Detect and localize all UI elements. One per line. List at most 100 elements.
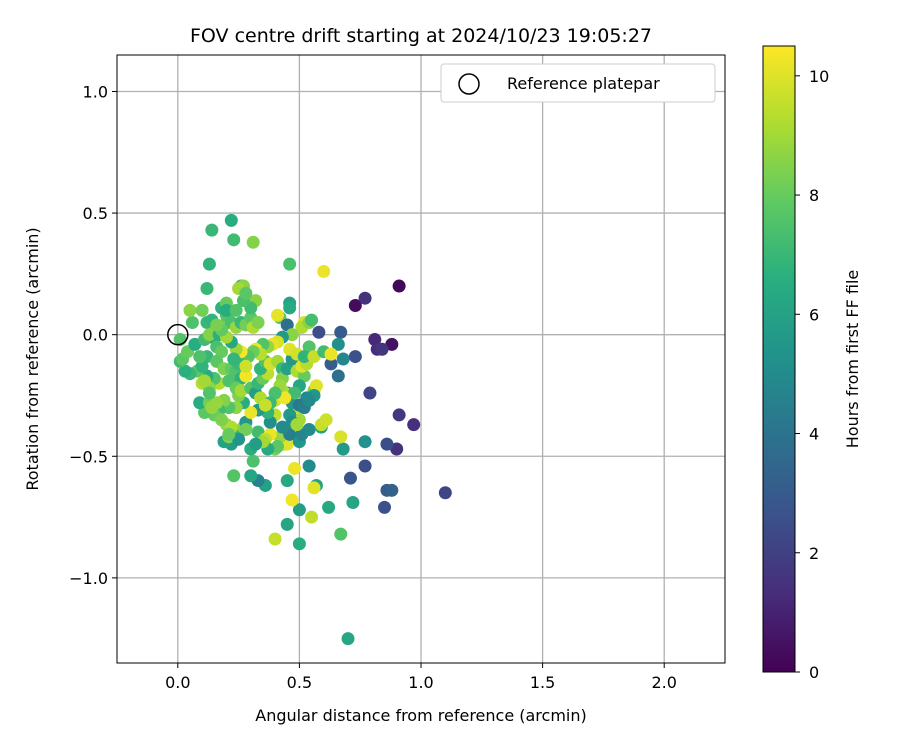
scatter-point [227, 352, 241, 366]
scatter-point [348, 350, 362, 364]
scatter-point [239, 369, 253, 383]
colorbar-tick-label: 8 [809, 186, 819, 205]
scatter-point [285, 493, 299, 507]
scatter-point [285, 328, 299, 342]
scatter-point [334, 527, 348, 541]
scatter-point [331, 369, 345, 383]
legend-label: Reference platepar [507, 74, 660, 93]
scatter-point [346, 495, 360, 509]
scatter-point [378, 500, 392, 514]
chart-title: FOV centre drift starting at 2024/10/23 … [190, 25, 652, 47]
scatter-point [183, 303, 197, 317]
scatter-point [263, 415, 277, 429]
scatter-point [302, 423, 316, 437]
scatter-point [193, 396, 207, 410]
scatter-point [312, 325, 326, 339]
scatter-point [215, 413, 229, 427]
scatter-point [210, 396, 224, 410]
y-tick-label: −0.5 [69, 447, 108, 466]
scatter-point [219, 303, 233, 317]
scatter-point [229, 303, 243, 317]
scatter-point [239, 359, 253, 373]
x-tick-label: 1.5 [530, 673, 555, 692]
scatter-point [251, 316, 265, 330]
scatter-point [283, 257, 297, 271]
scatter-point [305, 313, 319, 327]
scatter-point [385, 337, 399, 351]
scatter-point [193, 350, 207, 364]
scatter-point [283, 301, 297, 315]
scatter-point [302, 340, 316, 354]
scatter-point [215, 345, 229, 359]
scatter-point [324, 357, 338, 371]
scatter-point [368, 333, 382, 347]
scatter-points [173, 213, 452, 646]
colorbar-tick-label: 10 [809, 67, 829, 86]
colorbar-label: Hours from first FF file [843, 270, 862, 449]
scatter-point [305, 510, 319, 524]
colorbar-ticks: 0 2 4 6 8 10 [795, 67, 829, 682]
scatter-point [275, 420, 289, 434]
scatter-point [200, 281, 214, 295]
scatter-point [195, 303, 209, 317]
scatter-point [271, 440, 285, 454]
scatter-point [227, 233, 241, 247]
scatter-point [288, 461, 302, 475]
scatter-point [244, 469, 258, 483]
scatter-point [334, 430, 348, 444]
scatter-point [249, 437, 263, 451]
scatter-point [358, 435, 372, 449]
scatter-point [348, 298, 362, 312]
scatter-point [185, 316, 199, 330]
scatter-point [324, 347, 338, 361]
scatter-point [239, 423, 253, 437]
legend-frame [440, 63, 716, 103]
colorbar-gradient [762, 45, 796, 673]
scatter-point [334, 325, 348, 339]
scatter-point [407, 418, 421, 432]
scatter-point [198, 374, 212, 388]
scatter-point [280, 362, 294, 376]
scatter-point [292, 537, 306, 551]
scatter-point [188, 337, 202, 351]
scatter-point [202, 386, 216, 400]
scatter-point [234, 384, 248, 398]
scatter-point [341, 632, 355, 646]
scatter-point [268, 386, 282, 400]
y-tick-label: 0.0 [83, 326, 108, 345]
scatter-point [246, 454, 260, 468]
colorbar-tick-label: 0 [809, 663, 819, 682]
x-tick-label: 2.0 [651, 673, 676, 692]
scatter-point [205, 223, 219, 237]
scatter-point [331, 337, 345, 351]
scatter-point [319, 413, 333, 427]
scatter-point [317, 264, 331, 278]
scatter-point [278, 391, 292, 405]
scatter-point [280, 318, 294, 332]
scatter-point [297, 369, 311, 383]
colorbar-tick-label: 6 [809, 305, 819, 324]
scatter-point [244, 406, 258, 420]
scatter-point [292, 503, 306, 517]
scatter-point [390, 442, 404, 456]
scatter-point [178, 364, 192, 378]
x-axis-label: Angular distance from reference (arcmin) [255, 706, 586, 725]
scatter-point [392, 408, 406, 422]
scatter-point [239, 286, 253, 300]
y-tick-label: 0.5 [83, 204, 108, 223]
y-tick-label: −1.0 [69, 569, 108, 588]
scatter-point [258, 398, 272, 412]
scatter-point [358, 291, 372, 305]
scatter-point [288, 386, 302, 400]
legend-reference-marker [458, 73, 480, 95]
scatter-point [273, 430, 287, 444]
x-tick-label: 0.0 [165, 673, 190, 692]
scatter-point [336, 442, 350, 456]
scatter-point [210, 318, 224, 332]
scatter-point [343, 471, 357, 485]
scatter-point [246, 235, 260, 249]
colorbar-tick-label: 2 [809, 544, 819, 563]
y-tick-label: 1.0 [83, 82, 108, 101]
x-tick-label: 1.0 [408, 673, 433, 692]
